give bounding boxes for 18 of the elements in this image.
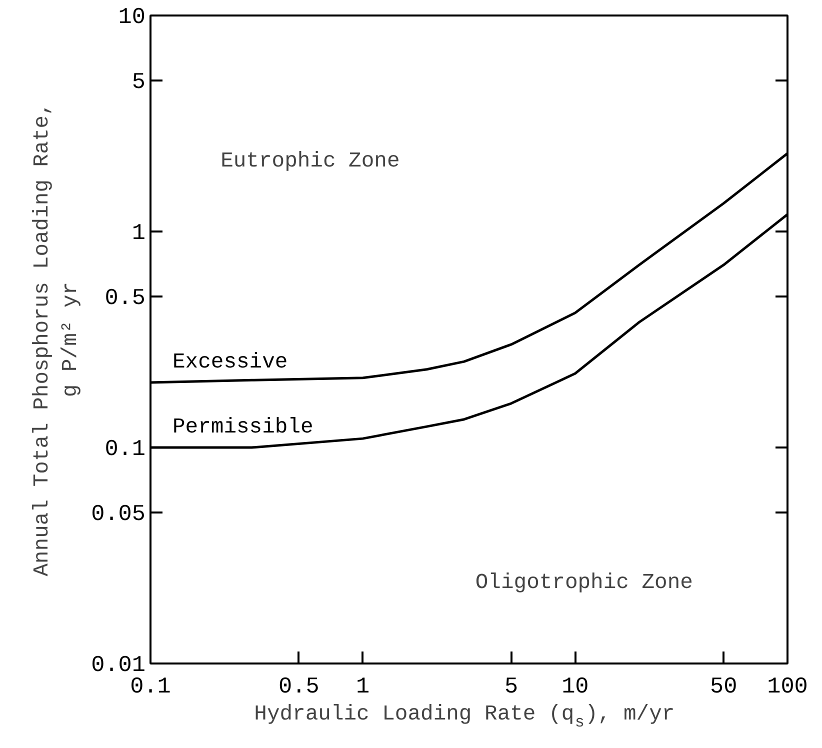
y-tick-label: 10	[118, 4, 146, 30]
annotation: Oligotrophic Zone	[475, 570, 693, 595]
series-label: Excessive	[172, 350, 288, 374]
x-tick-label: 5	[504, 674, 518, 700]
x-tick-label: 10	[562, 674, 589, 700]
y-axis-title: Annual Total Phosphorus Loading Rate, g P/m² yr	[30, 102, 84, 576]
x-tick-label: 1	[356, 674, 370, 700]
series-label: Permissible	[172, 416, 314, 440]
y-tick-label: 0.01	[91, 652, 146, 678]
annotation: Eutrophic Zone	[220, 149, 400, 174]
x-tick-label: 50	[710, 674, 738, 700]
y-tick-label: 0.05	[91, 501, 146, 528]
x-tick-label: 100	[767, 674, 808, 700]
y-tick-label: 5	[132, 69, 146, 96]
x-tick-label: 0.5	[278, 674, 320, 700]
y-tick-label: 0.1	[104, 436, 146, 462]
y-tick-label: 1	[132, 220, 146, 246]
y-tick-label: 0.5	[104, 285, 146, 312]
